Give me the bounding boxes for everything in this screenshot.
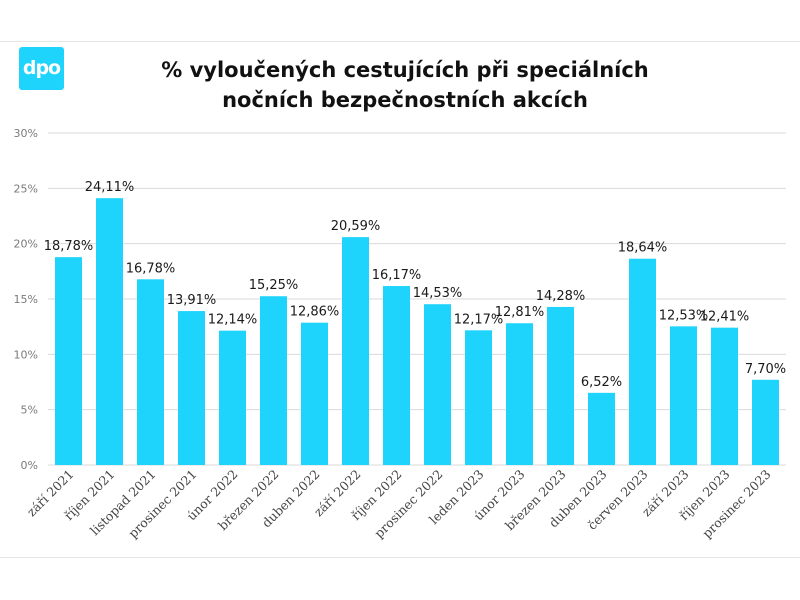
- bar: [424, 304, 451, 465]
- data-label: 16,78%: [126, 261, 176, 276]
- data-label: 6,52%: [581, 375, 622, 390]
- data-label: 12,41%: [700, 310, 750, 325]
- chart-title: % vyloučených cestujících při speciálníc…: [90, 55, 720, 115]
- y-tick-label: 30%: [14, 127, 38, 140]
- data-label: 7,70%: [745, 362, 786, 377]
- y-tick-label: 10%: [14, 348, 38, 361]
- bar: [301, 322, 328, 465]
- bar: [506, 323, 533, 465]
- bar: [96, 198, 123, 465]
- data-label: 18,78%: [44, 239, 94, 254]
- y-tick-label: 20%: [14, 238, 38, 251]
- chart-title-line-1: % vyloučených cestujících při speciálníc…: [161, 58, 649, 82]
- bar: [711, 327, 738, 465]
- bar: [465, 330, 492, 465]
- y-tick-label: 5%: [21, 404, 38, 417]
- y-tick-label: 15%: [14, 293, 38, 306]
- bar: [629, 258, 656, 465]
- bar: [178, 311, 205, 465]
- data-label: 12,81%: [495, 305, 545, 320]
- bar: [260, 296, 287, 465]
- logo-text: dpo: [22, 57, 61, 79]
- data-label: 12,86%: [290, 305, 340, 320]
- data-label: 14,28%: [536, 289, 586, 304]
- bar: [55, 257, 82, 465]
- y-tick-label: 0%: [21, 459, 38, 472]
- data-label: 16,17%: [372, 268, 422, 283]
- chart-title-line-2: nočních bezpečnostních akcích: [222, 88, 588, 112]
- bar: [547, 306, 574, 465]
- bar: [342, 237, 369, 465]
- data-label: 24,11%: [85, 180, 135, 195]
- bar: [219, 330, 246, 465]
- dpo-logo: dpo: [19, 47, 64, 90]
- y-tick-label: 25%: [14, 182, 38, 195]
- data-label: 20,59%: [331, 219, 381, 234]
- bar: [752, 379, 779, 465]
- bar: [670, 326, 697, 465]
- data-label: 12,17%: [454, 312, 504, 327]
- data-label: 13,91%: [167, 293, 217, 308]
- data-label: 15,25%: [249, 278, 299, 293]
- bar: [383, 286, 410, 465]
- data-label: 14,53%: [413, 286, 463, 301]
- bar: [588, 392, 615, 465]
- bar: [137, 279, 164, 465]
- data-label: 18,64%: [618, 241, 668, 256]
- data-label: 12,53%: [659, 308, 709, 323]
- data-label: 12,14%: [208, 313, 258, 328]
